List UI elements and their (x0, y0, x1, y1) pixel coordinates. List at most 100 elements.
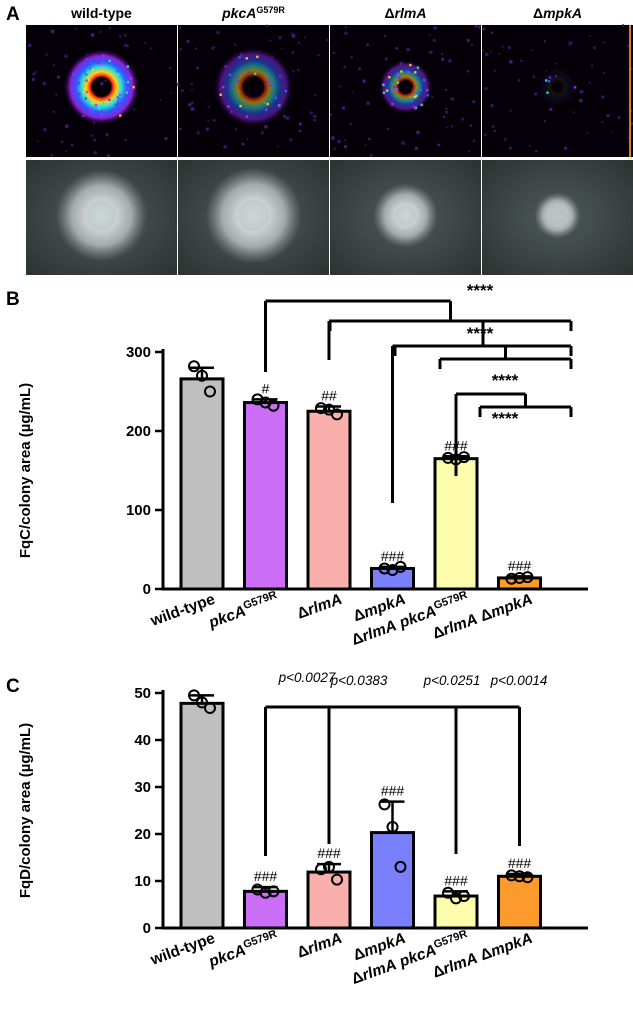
data-point (521, 571, 534, 584)
data-point (331, 873, 343, 886)
fluorescence-pixel (125, 91, 129, 94)
fluorescence-pixel (117, 73, 120, 77)
background-speck (266, 24, 269, 27)
background-speck (445, 110, 449, 114)
background-speck (339, 85, 342, 88)
fluorescence-pixel (85, 79, 88, 82)
background-speck (53, 64, 55, 66)
background-speck (212, 118, 216, 122)
background-speck (401, 141, 406, 146)
data-point (442, 451, 454, 464)
significance-marker: ### (254, 868, 278, 884)
background-speck (474, 24, 478, 28)
fluorescence-pixel (266, 102, 269, 106)
background-speck (90, 134, 94, 137)
fluorescence-pixel (426, 89, 429, 92)
background-speck (289, 138, 293, 142)
background-speck (535, 150, 538, 153)
fluorescence-pixel (253, 72, 257, 75)
data-point (458, 890, 470, 903)
background-speck (213, 45, 216, 48)
background-speck (194, 47, 197, 50)
fluorescence-pixel (546, 91, 549, 94)
background-speck (493, 129, 496, 133)
background-speck (343, 144, 348, 149)
fluorescence-pixel (419, 88, 423, 92)
background-speck (520, 59, 523, 62)
background-speck (610, 130, 613, 133)
fluorescence-pixel (271, 84, 274, 87)
data-point (505, 572, 518, 585)
fluorescence-pixel (393, 85, 396, 89)
background-speck (502, 45, 504, 48)
background-speck (450, 125, 453, 128)
fluorescence-pixel (87, 71, 90, 75)
bar (370, 566, 415, 591)
fluorescence-pixel (416, 66, 420, 69)
background-speck (445, 107, 448, 110)
y-tick-label: 50 (134, 685, 151, 702)
fluorescence-pixel (390, 88, 394, 92)
fluorescence-ring (63, 49, 140, 125)
significance-label: **** (492, 371, 519, 390)
data-point (315, 402, 327, 415)
background-speck (493, 69, 496, 72)
background-speck (179, 47, 182, 51)
background-speck (313, 118, 317, 122)
background-speck (297, 41, 300, 44)
background-speck (450, 97, 455, 101)
significance-marker: ### (508, 855, 532, 871)
chart-c: C 0 10 20 30 40 50 FqD/colony area (µg/mL) wild-… (6, 670, 588, 988)
background-speck (484, 52, 489, 57)
background-speck (93, 150, 97, 155)
background-speck (383, 34, 387, 38)
background-speck (64, 54, 68, 58)
image-edge (629, 25, 631, 157)
fluorescence-pixel (247, 71, 250, 74)
category-label: pkcAG579R (205, 589, 281, 632)
y-tick-label: 300 (126, 344, 151, 361)
fluorescence-pixel (414, 71, 417, 74)
data-point (196, 696, 208, 709)
background-speck (469, 124, 473, 127)
background-speck (56, 75, 61, 79)
background-speck (366, 43, 370, 46)
fluorescence-pixel (239, 73, 242, 76)
data-point (378, 798, 391, 811)
background-speck (150, 47, 153, 50)
fluorescence-pixel (91, 68, 95, 72)
background-speck (531, 49, 534, 52)
background-speck (532, 75, 536, 79)
background-speck (477, 25, 481, 29)
p-value-label: p<0.0014 (490, 673, 548, 688)
fluorescence-pixel (116, 102, 120, 105)
background-speck (291, 51, 294, 54)
background-speck (233, 43, 237, 46)
fluorescence-pixel (266, 73, 270, 77)
background-speck (298, 122, 303, 126)
fluorescence-pixel (396, 72, 400, 76)
y-tick-label: 10 (134, 873, 151, 890)
data-point (323, 860, 335, 873)
background-speck (490, 31, 494, 34)
background-speck (298, 129, 302, 133)
background-speck (241, 142, 245, 146)
strain-title: ΔrlmA (385, 5, 427, 21)
strain-title: pkcAG579R (221, 5, 285, 21)
background-speck (246, 138, 249, 141)
background-speck (118, 35, 122, 38)
background-speck (42, 81, 47, 86)
fluorescence-pixel (573, 86, 577, 89)
background-speck (414, 146, 419, 151)
background-speck (358, 67, 361, 71)
background-speck (314, 94, 317, 97)
fluorescence-pixel (396, 88, 399, 91)
fluorescence-pixel (237, 79, 240, 83)
background-speck (364, 143, 367, 146)
y-axis-label: FqD/colony area (µg/mL) (17, 723, 34, 898)
category-label: ΔrlmA (295, 930, 344, 962)
background-speck (333, 104, 336, 107)
background-speck (568, 41, 571, 44)
fluorescence-pixel (126, 65, 129, 68)
background-speck (45, 53, 48, 56)
